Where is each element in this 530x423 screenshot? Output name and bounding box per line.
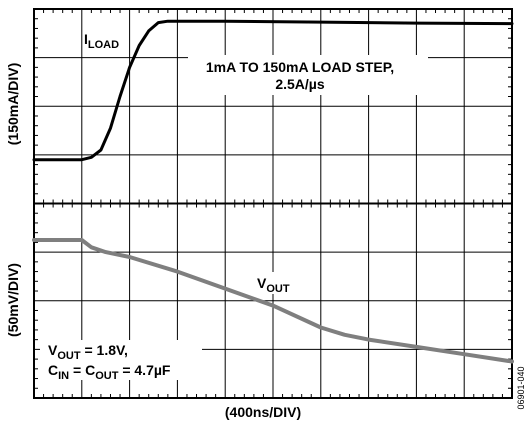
vout-label: VOUT: [257, 275, 290, 295]
plot-grid: [33, 8, 513, 399]
conditions-bg: [40, 340, 202, 380]
trace-i-load: [32, 19, 514, 162]
vout-label-bg: [254, 272, 300, 294]
top-y-axis-label: (150mA/DIV): [5, 63, 21, 145]
trace-v-out: [32, 238, 514, 364]
bottom-y-axis-label: (50mV/DIV): [5, 263, 21, 337]
figure-id: 06901-040: [516, 366, 526, 409]
conditions-line1: VOUT = 1.8V,: [48, 342, 128, 362]
annotation-bg: [188, 55, 428, 95]
conditions-line2: CIN = COUT = 4.7µF: [48, 362, 171, 382]
plot-traces: [32, 19, 514, 364]
load-step-annotation-line2: 2.5A/µs: [275, 76, 325, 92]
load-step-annotation-line1: 1mA TO 150mA LOAD STEP,: [206, 59, 394, 75]
iload-label: ILOAD: [84, 31, 119, 51]
x-axis-label: (400ns/DIV): [225, 404, 301, 420]
